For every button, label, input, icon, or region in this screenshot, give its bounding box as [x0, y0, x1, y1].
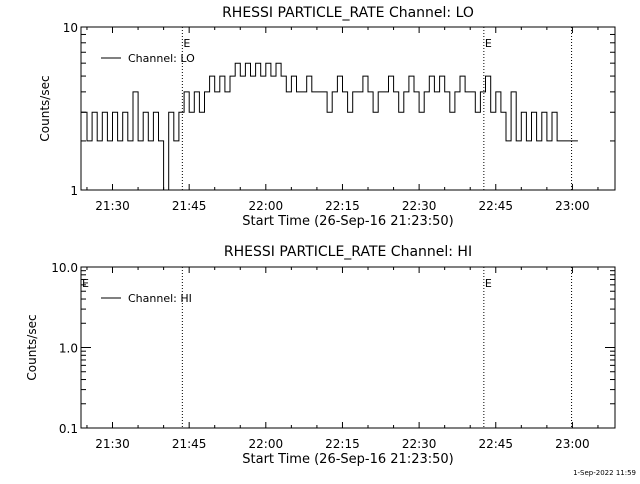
- footer-timestamp: 1-Sep-2022 11:59: [573, 469, 636, 477]
- legend-label: Channel: HI: [128, 292, 192, 305]
- x-tick-label: 22:45: [478, 199, 513, 213]
- y-tick-label: 1.0: [59, 342, 78, 356]
- x-tick-label: 22:15: [325, 437, 360, 451]
- y-tick-label: 0.1: [59, 422, 78, 436]
- event-marker-label: E: [485, 37, 492, 50]
- panel-lo: RHESSI PARTICLE_RATE Channel: LO 21:30 21:…: [38, 5, 616, 229]
- y-tick-label: 10.0: [51, 261, 78, 275]
- x-tick-label: 22:30: [402, 437, 437, 451]
- x-axis-label: Start Time (26-Sep-16 21:23:50): [242, 214, 453, 229]
- chart-title: RHESSI PARTICLE_RATE Channel: LO: [222, 5, 474, 21]
- x-tick-label: 21:30: [95, 199, 130, 213]
- x-axis-label: Start Time (26-Sep-16 21:23:50): [242, 452, 453, 467]
- x-tick-label: 22:45: [478, 437, 513, 451]
- x-tick-label: 21:45: [172, 199, 207, 213]
- panel-hi: RHESSI PARTICLE_RATE Channel: HI 21:30 21:…: [25, 244, 616, 467]
- event-marker-label: E: [183, 37, 190, 50]
- x-tick-label: 21:45: [172, 437, 207, 451]
- x-tick-label: 22:30: [402, 199, 437, 213]
- y-axis-label: Counts/sec: [38, 75, 52, 141]
- x-tick-label: 22:15: [325, 199, 360, 213]
- legend-label: Channel: LO: [128, 52, 195, 65]
- plot-frame: [80, 26, 616, 191]
- x-tick-label: 22:00: [249, 437, 284, 451]
- y-axis-label: Counts/sec: [25, 314, 39, 380]
- chart-title: RHESSI PARTICLE_RATE Channel: HI: [224, 244, 472, 260]
- x-tick-label: 23:00: [555, 199, 590, 213]
- y-tick-label: 1: [70, 184, 78, 198]
- event-marker-label: E: [485, 277, 492, 290]
- x-tick-label: 21:30: [95, 437, 130, 451]
- event-marker-label: E: [82, 277, 89, 290]
- y-tick-label: 10: [63, 21, 78, 35]
- series-line: [81, 62, 578, 191]
- x-tick-label: 23:00: [555, 437, 590, 451]
- x-tick-label: 22:00: [249, 199, 284, 213]
